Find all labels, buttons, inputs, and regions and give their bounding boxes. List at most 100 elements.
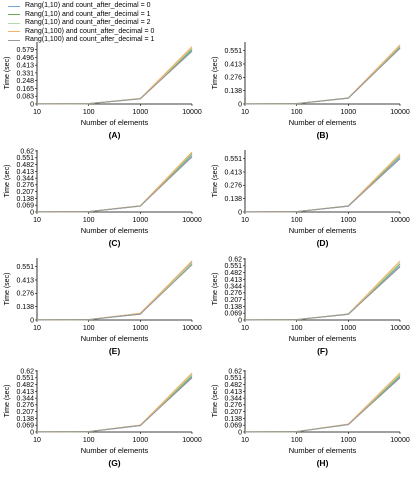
- series-line: [244, 260, 401, 321]
- chart-panel-e: 0 0.138 0.276 0.413 0.551 10 100 1000 10000 Time …: [4, 258, 202, 356]
- y-tick-label: 0.083: [16, 94, 34, 101]
- y-tick-label: 0.579: [16, 47, 34, 54]
- series-line: [244, 157, 401, 213]
- y-tick-label: 0.069: [16, 423, 34, 430]
- y-tick-label: 0.138: [16, 416, 34, 423]
- chart-panel-b: 0 0.138 0.276 0.413 0.551 10 100 1000 10000 Time …: [212, 42, 410, 140]
- legend-label: Rang(1,10) and count_after_decimal = 1: [25, 10, 151, 18]
- series-line: [244, 376, 401, 433]
- y-tick-label: 0.413: [16, 277, 34, 284]
- y-tick-label: 0.551: [224, 48, 242, 55]
- panel-caption: (A): [109, 130, 121, 140]
- legend-entry: Rang(1,100) and count_after_decimal = 1: [8, 36, 154, 45]
- x-tick-label: 1000: [341, 217, 357, 224]
- x-tick-label: 10: [241, 109, 249, 116]
- series-line: [36, 46, 193, 105]
- legend-swatch: [8, 39, 20, 41]
- y-tick-label: 0: [238, 317, 242, 324]
- y-tick-label: 0.551: [16, 264, 34, 271]
- series-line: [36, 155, 193, 213]
- panel-caption: (G): [108, 458, 120, 468]
- series-line: [36, 151, 193, 213]
- legend-swatch: [8, 22, 20, 24]
- y-tick-label: 0: [30, 209, 34, 216]
- x-tick-label: 10000: [182, 109, 202, 116]
- series-line: [36, 377, 193, 433]
- series-line: [244, 374, 401, 433]
- y-axis-label: Time (sec): [212, 273, 219, 306]
- y-axis-label: Time (sec): [4, 165, 11, 198]
- x-axis-label: Number of elements: [81, 334, 149, 343]
- x-axis-label: Number of elements: [81, 226, 149, 235]
- y-tick-label: 0.069: [16, 203, 34, 210]
- y-axis-label: Time (sec): [4, 57, 11, 90]
- x-tick-label: 100: [83, 437, 95, 444]
- chart-panel-f: 00.0690.1380.2070.2760.3440.4130.4820.55…: [212, 256, 410, 356]
- y-tick-label: 0.069: [224, 311, 242, 318]
- y-tick-label: 0.413: [16, 169, 34, 176]
- y-tick-label: 0.248: [16, 78, 34, 85]
- x-tick-label: 100: [83, 325, 95, 332]
- series-line: [36, 263, 193, 321]
- legend-label: Rang(1,10) and count_after_decimal = 0: [25, 2, 151, 10]
- y-tick-label: 0.344: [224, 396, 242, 403]
- y-tick-label: 0: [238, 429, 242, 436]
- panel-caption: (E): [109, 346, 121, 356]
- legend-entry: Rang(1,10) and count_after_decimal = 0: [8, 2, 154, 11]
- legend: Rang(1,10) and count_after_decimal = 0 R…: [8, 2, 154, 45]
- series-line: [244, 377, 401, 433]
- y-tick-label: 0.276: [224, 75, 242, 82]
- panel-caption: (D): [317, 238, 329, 248]
- chart-panel-c: 00.0690.1380.2070.2760.3440.4130.4820.55…: [4, 148, 202, 248]
- series-line: [36, 376, 193, 433]
- y-tick-label: 0.276: [16, 291, 34, 298]
- y-tick-label: 0: [30, 317, 34, 324]
- x-tick-label: 100: [291, 109, 303, 116]
- x-tick-label: 1000: [341, 109, 357, 116]
- series-line: [244, 44, 401, 105]
- series-line: [244, 265, 401, 321]
- y-tick-label: 0.276: [16, 402, 34, 409]
- y-tick-label: 0.276: [16, 182, 34, 189]
- series-line: [244, 153, 401, 213]
- y-tick-label: 0: [238, 209, 242, 216]
- series-line: [244, 158, 401, 213]
- chart-panel-h: 00.0690.1380.2070.2760.3440.4130.4820.55…: [212, 368, 410, 468]
- series-line: [36, 264, 193, 321]
- legend-entry: Rang(1,10) and count_after_decimal = 2: [8, 19, 154, 28]
- y-axis-label: Time (sec): [4, 385, 11, 418]
- y-tick-label: 0: [30, 429, 34, 436]
- x-axis-label: Number of elements: [289, 446, 357, 455]
- x-tick-label: 100: [291, 437, 303, 444]
- y-tick-label: 0.138: [224, 196, 242, 203]
- series-line: [36, 261, 193, 321]
- x-tick-label: 1000: [133, 437, 149, 444]
- legend-swatch: [8, 5, 20, 7]
- y-tick-label: 0.138: [16, 196, 34, 203]
- x-tick-label: 100: [291, 325, 303, 332]
- x-tick-label: 10: [33, 325, 41, 332]
- chart-panel-d: 0 0.138 0.276 0.413 0.551 10 100 1000 10000 Time …: [212, 150, 410, 248]
- series-line: [244, 47, 401, 105]
- x-tick-label: 1000: [341, 437, 357, 444]
- legend-swatch: [8, 31, 20, 33]
- series-line: [244, 372, 401, 433]
- y-tick-label: 0.496: [16, 55, 34, 62]
- y-tick-label: 0.551: [224, 263, 242, 270]
- y-tick-label: 0.62: [228, 256, 242, 263]
- legend-label: Rang(1,100) and count_after_decimal = 1: [25, 36, 155, 44]
- x-tick-label: 10000: [182, 325, 202, 332]
- x-tick-label: 10000: [390, 217, 410, 224]
- y-tick-label: 0.551: [224, 156, 242, 163]
- x-tick-label: 10: [33, 437, 41, 444]
- y-tick-label: 0.276: [224, 183, 242, 190]
- x-tick-label: 10000: [390, 437, 410, 444]
- y-tick-label: 0.482: [16, 162, 34, 169]
- y-tick-label: 0: [30, 101, 34, 108]
- series-line: [36, 262, 193, 321]
- panel-caption: (C): [109, 238, 121, 248]
- x-tick-label: 10: [241, 325, 249, 332]
- y-axis-label: Time (sec): [212, 57, 219, 90]
- x-axis-label: Number of elements: [81, 118, 149, 127]
- x-tick-label: 1000: [133, 325, 149, 332]
